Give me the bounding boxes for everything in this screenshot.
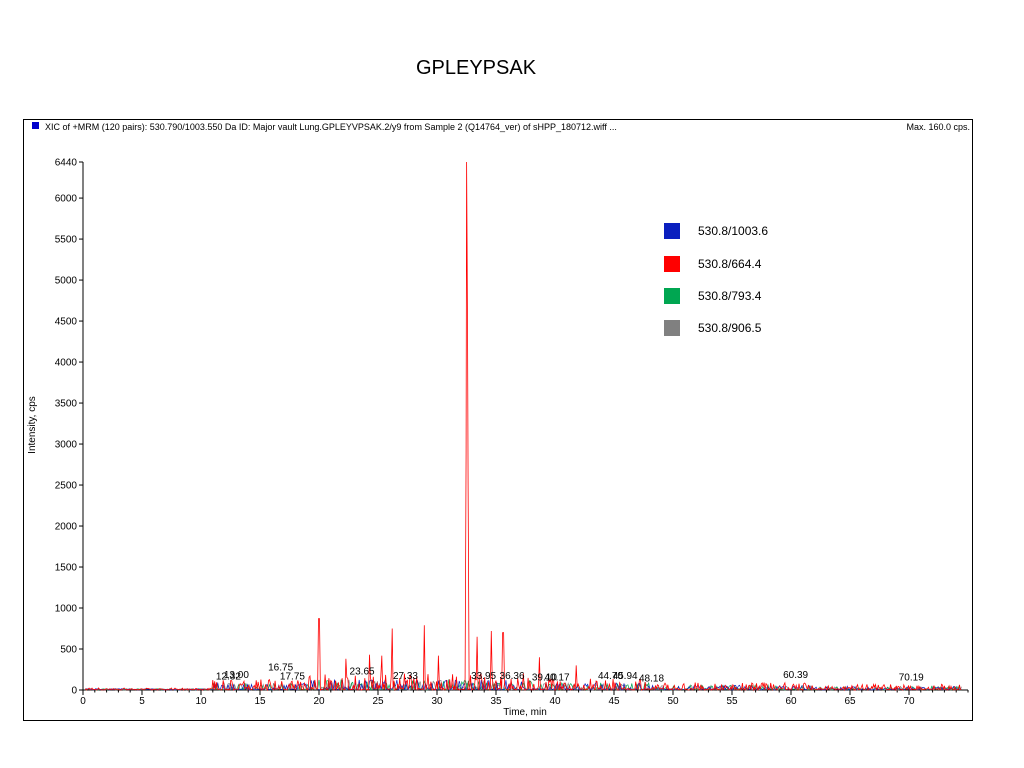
x-tick-label: 0	[80, 696, 86, 707]
peak-label: 60.39	[783, 670, 808, 681]
x-tick-label: 20	[313, 696, 325, 707]
chromatogram-chart: XIC of +MRM (120 pairs): 530.790/1003.55…	[27, 122, 970, 718]
x-tick-label: 45	[608, 696, 620, 707]
x-tick-label: 50	[667, 696, 679, 707]
x-tick-label: 30	[431, 696, 443, 707]
axes	[82, 162, 968, 691]
peak-label: 39.10	[532, 672, 557, 683]
x-tick-label: 55	[726, 696, 738, 707]
peak-label: 17.75	[280, 672, 305, 683]
peak-label: 45.94	[613, 671, 638, 682]
y-tick-label: 3500	[55, 399, 78, 410]
chromatogram-traces	[85, 161, 962, 692]
header-marker-icon	[32, 122, 39, 129]
legend-swatch	[664, 288, 680, 304]
peak-label: 48.18	[639, 673, 664, 684]
y-tick-label: 6000	[55, 194, 78, 205]
chart-frame	[23, 119, 973, 721]
y-tick-label: 3000	[55, 440, 78, 451]
legend-swatch	[664, 223, 680, 239]
peak-label: 27.33	[393, 671, 418, 682]
peak-label: 44.70	[598, 671, 623, 682]
y-tick-label: 2500	[55, 481, 78, 492]
peak-label: 13.00	[224, 670, 249, 681]
legend-label: 530.8/906.5	[698, 321, 762, 335]
x-axis-ticks: 0 5 10 15 20 25 30 35 40 45 50 55 60 65 70	[80, 690, 969, 707]
y-tick-label: 4500	[55, 317, 78, 328]
peak-label: 36.36	[500, 671, 525, 682]
x-tick-label: 70	[903, 696, 915, 707]
y-tick-label: 0	[71, 686, 77, 697]
peak-label: 70.19	[899, 672, 924, 683]
y-tick-label: 5500	[55, 235, 78, 246]
legend-label: 530.8/664.4	[698, 257, 762, 271]
trace-530-8-664-4	[85, 161, 962, 692]
y-axis-label: Intensity, cps	[27, 396, 38, 454]
peak-label: 40.17	[544, 672, 569, 683]
y-tick-label: 2000	[55, 522, 78, 533]
y-tick-label: 1500	[55, 563, 78, 574]
peak-label: 33.95	[471, 671, 496, 682]
x-axis-label: Time, min	[503, 707, 547, 718]
legend-swatch	[664, 320, 680, 336]
legend-swatch	[664, 256, 680, 272]
max-intensity-label: Max. 160.0 cps.	[906, 122, 970, 132]
slide-title: GPLEYPSAK	[415, 57, 537, 79]
x-tick-label: 40	[549, 696, 561, 707]
y-tick-label: 500	[60, 645, 77, 656]
chart-header: XIC of +MRM (120 pairs): 530.790/1003.55…	[45, 122, 617, 132]
trace-530-8-1003-6	[85, 679, 962, 692]
y-tick-label: 5000	[55, 276, 78, 287]
x-tick-label: 35	[490, 696, 502, 707]
y-tick-label: 4000	[55, 358, 78, 369]
y-tick-label: 6440	[55, 158, 78, 169]
x-tick-label: 15	[254, 696, 266, 707]
peak-label: 16.75	[268, 663, 293, 674]
x-tick-label: 65	[844, 696, 856, 707]
peak-label: 12.32	[216, 672, 241, 683]
legend-label: 530.8/793.4	[698, 289, 762, 303]
x-tick-label: 60	[785, 696, 797, 707]
x-tick-label: 25	[372, 696, 384, 707]
x-tick-label: 10	[195, 696, 207, 707]
x-tick-label: 5	[139, 696, 145, 707]
y-axis-ticks: 0 500 1000 1500 2000 2500 3000 3500 4000 4500 5000…	[55, 158, 83, 697]
y-tick-label: 1000	[55, 604, 78, 615]
legend-label: 530.8/1003.6	[698, 224, 768, 238]
legend: 530.8/1003.6 530.8/664.4 530.8/793.4 530.8/…	[664, 223, 768, 336]
peak-label: 23.65	[350, 667, 375, 678]
